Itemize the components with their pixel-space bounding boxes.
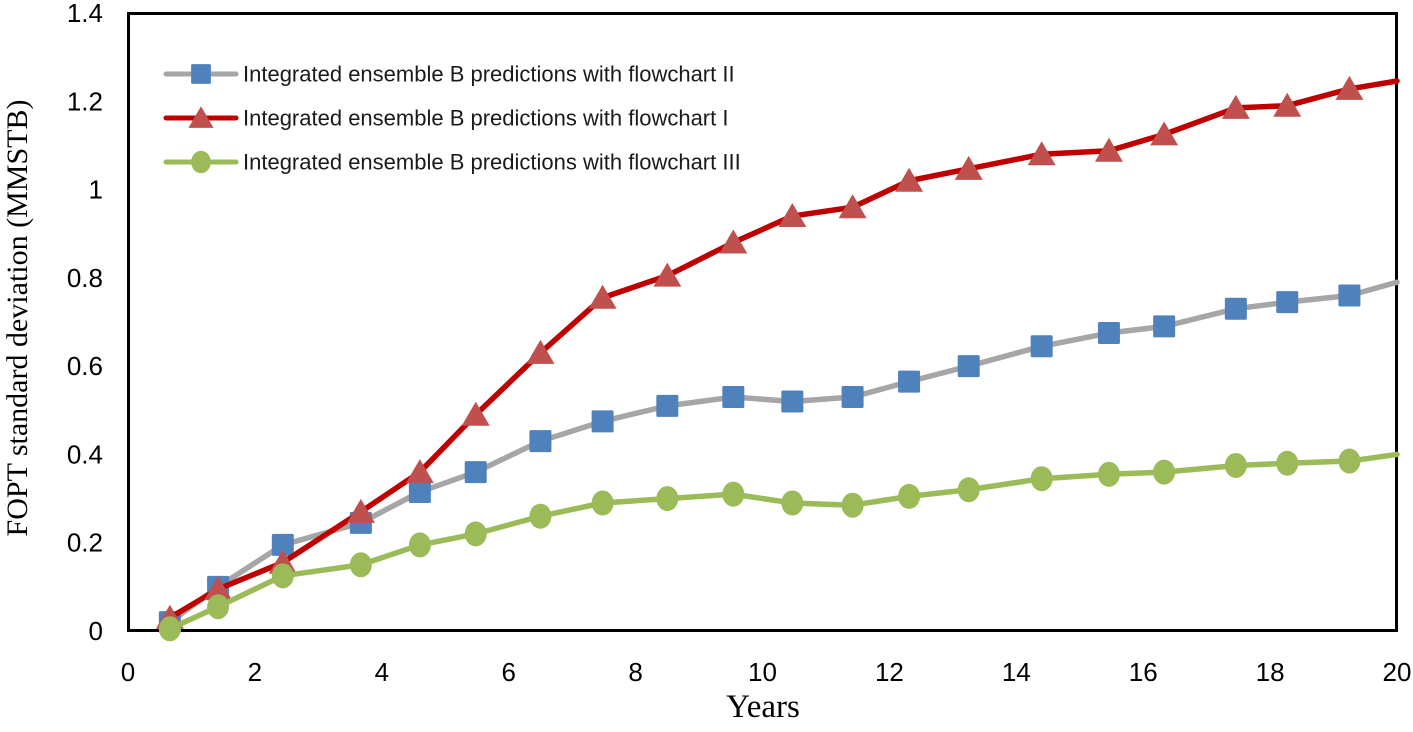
plot-border xyxy=(127,12,1398,632)
square-marker-icon xyxy=(957,355,980,378)
circle-marker-icon xyxy=(408,532,431,558)
legend-label: Integrated ensemble B predictions with f… xyxy=(243,150,741,175)
circle-marker-icon xyxy=(271,563,294,589)
square-marker-icon xyxy=(529,430,552,453)
series-circle xyxy=(158,448,1400,642)
triangle-marker-icon xyxy=(1027,141,1056,166)
square-marker-icon xyxy=(1153,315,1176,338)
x-tick-label: 4 xyxy=(375,657,389,687)
circle-marker-icon xyxy=(158,616,181,642)
square-marker-icon xyxy=(722,386,745,409)
square-marker-icon xyxy=(271,533,294,556)
square-marker-icon xyxy=(464,461,487,484)
square-marker-icon xyxy=(191,64,211,84)
legend-item: Integrated ensemble B predictions with f… xyxy=(163,106,728,131)
square-marker-icon xyxy=(1224,297,1247,320)
circle-marker-icon xyxy=(1276,450,1299,476)
circle-marker-icon xyxy=(898,483,921,509)
x-tick-label: 6 xyxy=(501,657,515,687)
x-tick-label: 20 xyxy=(1383,657,1412,687)
square-marker-icon xyxy=(1097,322,1120,345)
square-marker-icon xyxy=(1276,291,1299,314)
y-axis-title: FOPT standard deviation (MMSTB) xyxy=(1,100,34,537)
triangle-marker-icon xyxy=(204,576,233,601)
triangle-marker-icon xyxy=(461,401,490,426)
square-marker-icon xyxy=(841,386,864,409)
circle-marker-icon xyxy=(191,150,211,174)
square-marker-icon xyxy=(656,394,679,417)
square-marker-icon xyxy=(408,480,431,503)
circle-marker-icon xyxy=(464,521,487,547)
x-tick-label: 10 xyxy=(748,657,777,687)
triangle-marker-icon xyxy=(346,498,375,523)
triangle-marker-icon xyxy=(954,155,983,180)
triangle-marker-icon xyxy=(1335,75,1364,100)
triangle-marker-icon xyxy=(719,229,748,254)
series-square xyxy=(158,279,1400,634)
circle-marker-icon xyxy=(1030,466,1053,492)
series-line xyxy=(167,451,1400,632)
circle-marker-icon xyxy=(781,490,804,516)
plot-area: 0 0.2 0.4 0.6 0.8 1 1.2 1.4 0 2 4 6 8 10 12 14 16 18 20 xyxy=(67,0,1412,687)
triangle-marker-icon xyxy=(588,284,617,309)
y-tick-label: 0 xyxy=(89,616,103,646)
triangle-marker-icon xyxy=(895,167,924,192)
x-tick-label: 0 xyxy=(121,657,135,687)
triangle-marker-icon xyxy=(1273,92,1302,117)
legend-label: Integrated ensemble B predictions with f… xyxy=(243,62,735,87)
circle-marker-icon xyxy=(207,594,230,620)
triangle-marker-icon xyxy=(1221,94,1250,119)
y-tick-label: 1.2 xyxy=(67,86,103,116)
circle-marker-icon xyxy=(656,486,679,512)
circle-marker-icon xyxy=(591,490,614,516)
square-marker-icon xyxy=(1030,335,1053,358)
circle-marker-icon xyxy=(529,503,552,529)
x-tick-label: 14 xyxy=(1002,657,1031,687)
triangle-marker-icon xyxy=(838,194,867,219)
square-marker-icon xyxy=(591,410,614,433)
circle-marker-icon xyxy=(1097,461,1120,487)
circle-marker-icon xyxy=(841,492,864,518)
y-tick-label: 0.4 xyxy=(67,439,103,469)
triangle-marker-icon xyxy=(778,203,807,228)
y-tick-label: 0.2 xyxy=(67,528,103,558)
y-tick-label: 0.8 xyxy=(67,263,103,293)
y-tick-label: 0.6 xyxy=(67,351,103,381)
square-marker-icon xyxy=(1338,284,1361,307)
triangle-marker-icon xyxy=(526,339,555,364)
x-tick-label: 16 xyxy=(1129,657,1158,687)
y-tick-label: 1 xyxy=(89,175,103,205)
circle-marker-icon xyxy=(957,477,980,503)
triangle-marker-icon xyxy=(1150,121,1179,146)
square-marker-icon xyxy=(781,390,804,413)
legend-item: Integrated ensemble B predictions with f… xyxy=(163,62,735,87)
y-tick-label: 1.4 xyxy=(67,0,103,28)
triangle-marker-icon xyxy=(405,459,434,484)
circle-marker-icon xyxy=(1338,448,1361,474)
x-tick-label: 2 xyxy=(248,657,262,687)
legend-label: Integrated ensemble B predictions with f… xyxy=(243,106,728,131)
triangle-marker-icon xyxy=(1094,137,1123,162)
x-axis-title: Years xyxy=(726,689,800,725)
circle-marker-icon xyxy=(1224,452,1247,478)
circle-marker-icon xyxy=(722,481,745,507)
square-marker-icon xyxy=(898,370,921,393)
legend: Integrated ensemble B predictions with f… xyxy=(163,62,741,175)
triangle-marker-icon xyxy=(188,106,214,128)
circle-marker-icon xyxy=(1153,459,1176,485)
x-tick-label: 8 xyxy=(628,657,642,687)
circle-marker-icon xyxy=(349,552,372,578)
triangle-marker-icon xyxy=(653,262,682,287)
x-tick-label: 12 xyxy=(875,657,904,687)
x-tick-label: 18 xyxy=(1256,657,1285,687)
legend-item: Integrated ensemble B predictions with f… xyxy=(163,150,741,175)
